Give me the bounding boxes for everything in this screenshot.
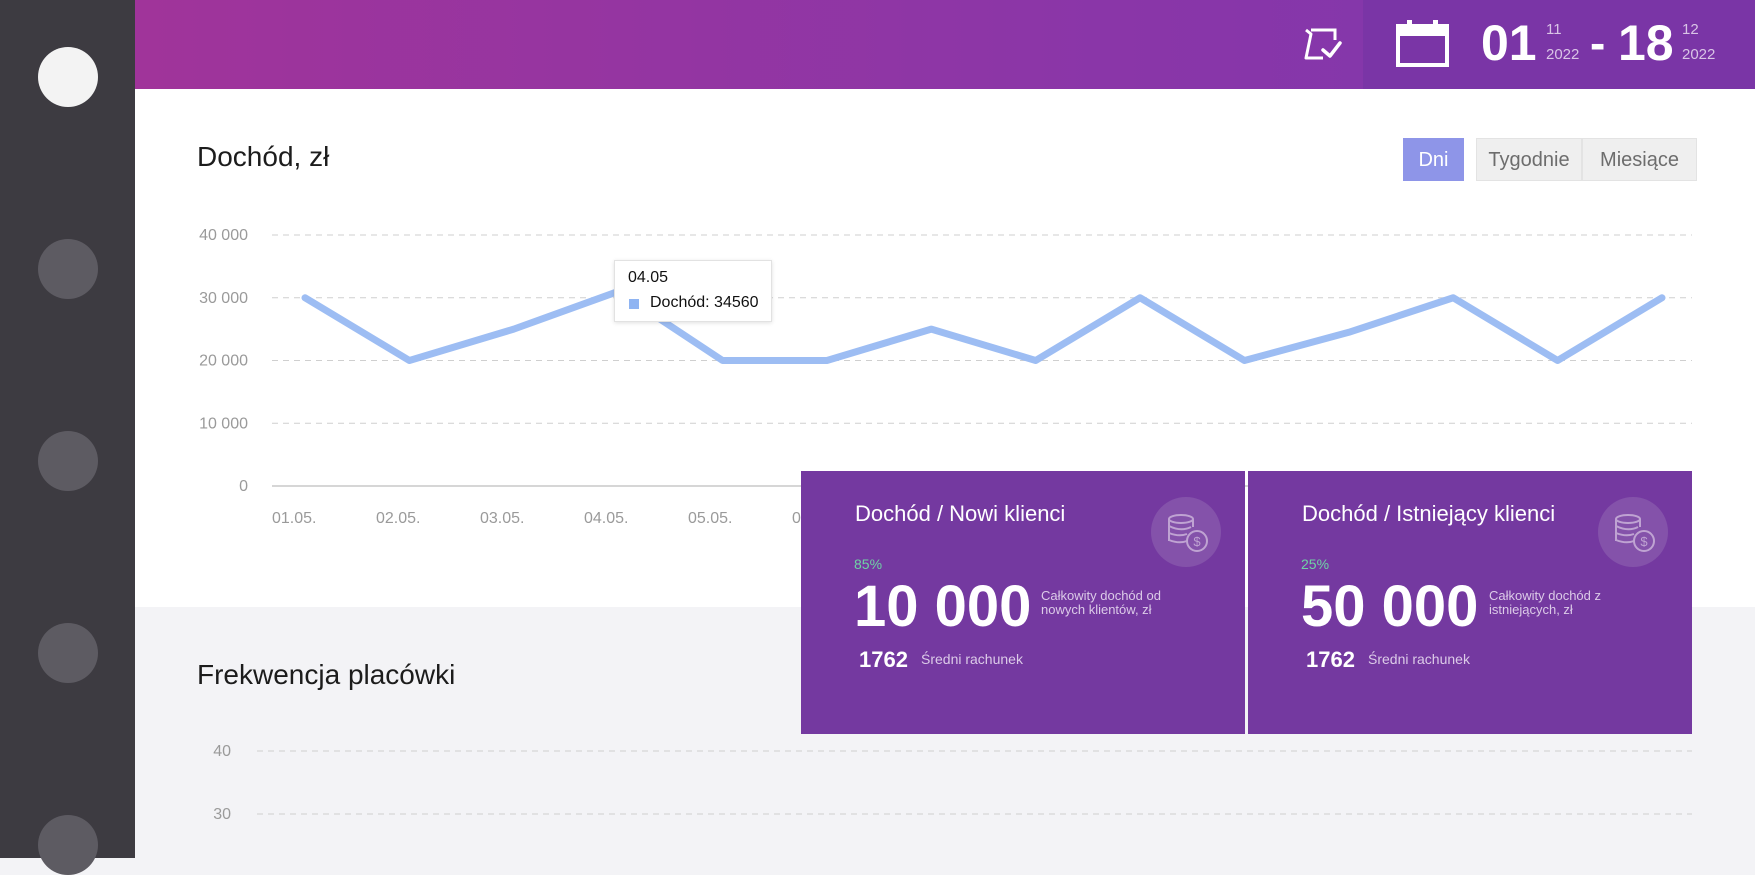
x-tick-label: 0	[792, 510, 801, 527]
card-title: Dochód / Istniejący klienci	[1302, 501, 1555, 527]
card-description: Całkowity dochód z istniejących, zł	[1489, 589, 1649, 617]
tooltip-date: 04.05	[628, 269, 668, 287]
svg-text:$: $	[1640, 534, 1648, 549]
y-tick-label: 40	[213, 743, 231, 760]
chart-tooltip: 04.05 Dochód: 34560	[614, 260, 772, 322]
card-existing-clients: Dochód / Istniejący klienci $ 25% 50 000…	[1248, 471, 1692, 734]
card-description: Całkowity dochód od nowych klientów, zł	[1041, 589, 1201, 617]
card-title: Dochód / Nowi klienci	[855, 501, 1065, 527]
tooltip-swatch	[629, 299, 639, 309]
card-percent: 85%	[854, 556, 882, 572]
y-tick-label: 20 000	[199, 353, 248, 370]
card-value: 50 000	[1301, 574, 1478, 640]
svg-text:$: $	[1193, 534, 1201, 549]
card-avg-label: Średni rachunek	[1368, 651, 1470, 667]
card-avg-value: 1762	[1306, 647, 1355, 673]
card-new-clients: Dochód / Nowi klienci $ 85% 10 000 Całko…	[801, 471, 1245, 734]
y-tick-label: 0	[239, 478, 248, 495]
y-tick-label: 30 000	[199, 290, 248, 307]
x-tick-label: 04.05.	[584, 510, 628, 527]
x-tick-label: 05.05.	[688, 510, 732, 527]
coins-dollar-icon: $	[1598, 497, 1668, 567]
tooltip-value: Dochód: 34560	[650, 294, 759, 312]
x-tick-label: 02.05.	[376, 510, 420, 527]
card-value: 10 000	[854, 574, 1031, 640]
x-tick-label: 01.05.	[272, 510, 316, 527]
y-tick-label: 30	[213, 806, 231, 823]
income-series-line	[305, 291, 1662, 360]
x-tick-label: 03.05.	[480, 510, 524, 527]
y-tick-label: 40 000	[199, 227, 248, 244]
coins-dollar-icon: $	[1151, 497, 1221, 567]
y-tick-label: 10 000	[199, 415, 248, 432]
card-avg-value: 1762	[859, 647, 908, 673]
card-percent: 25%	[1301, 556, 1329, 572]
card-avg-label: Średni rachunek	[921, 651, 1023, 667]
